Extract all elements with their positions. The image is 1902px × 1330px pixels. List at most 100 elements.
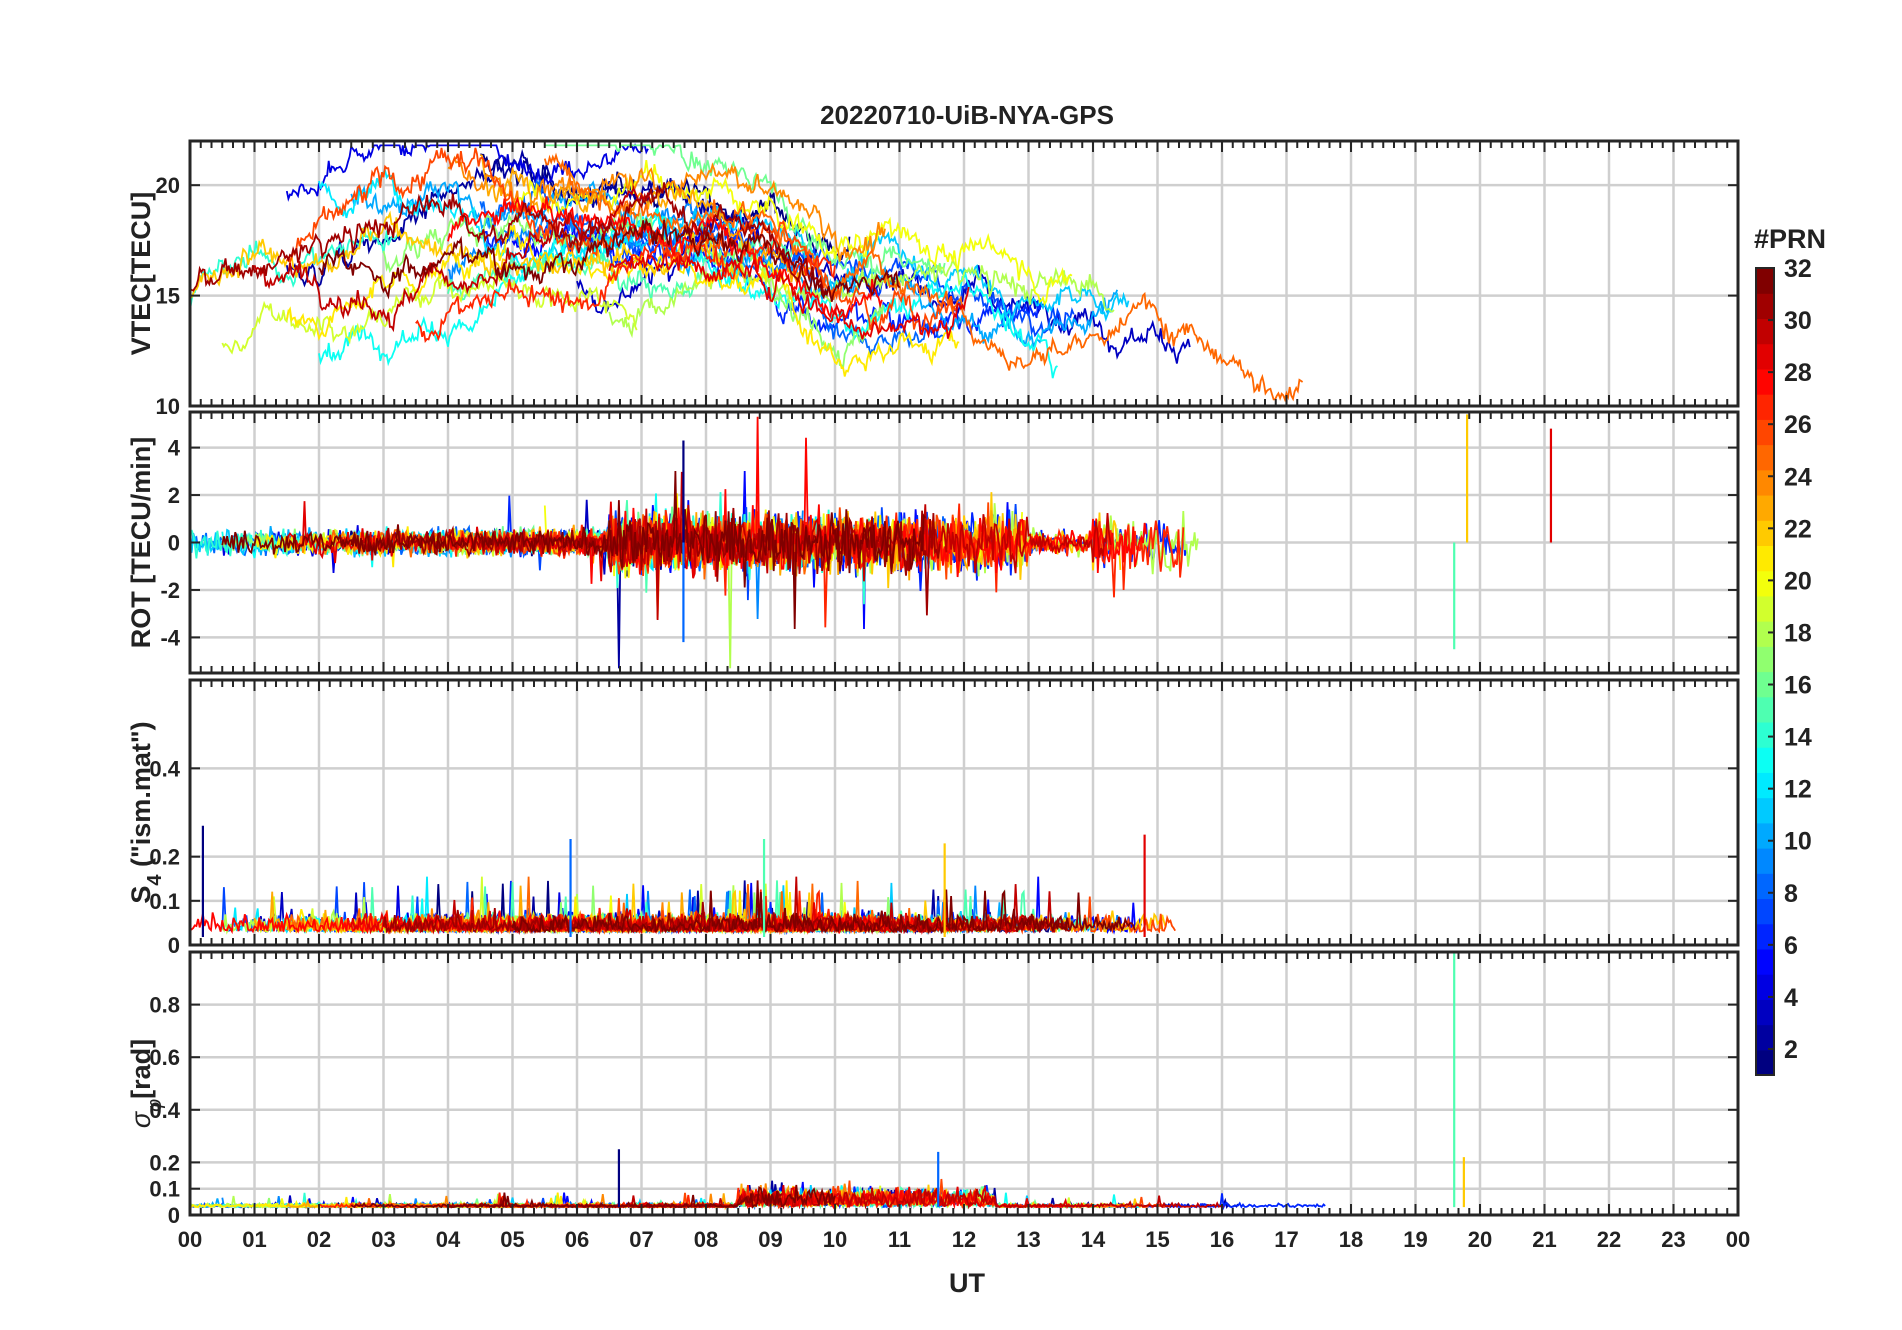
series-lines	[190, 1178, 1326, 1211]
y-tick-label: -4	[160, 625, 180, 650]
colorbar-segment	[1756, 545, 1774, 572]
series-line-prn-25	[543, 152, 1304, 403]
x-tick-label: 19	[1403, 1227, 1427, 1252]
x-ticks	[189, 680, 1739, 945]
colorbar-tick-label: 30	[1784, 307, 1812, 335]
y-tick-label: 0.4	[149, 756, 180, 781]
series-line-prn-28	[447, 196, 883, 324]
x-tick-label: 20	[1468, 1227, 1492, 1252]
y-tick-label: 10	[156, 394, 180, 419]
x-tick-label: 23	[1661, 1227, 1685, 1252]
colorbar-segment	[1756, 268, 1774, 294]
colorbar-tick-label: 6	[1784, 932, 1798, 960]
colorbar-segment	[1756, 721, 1774, 748]
series-line-prn-22	[190, 210, 746, 299]
y-tick-label: 0	[168, 1203, 180, 1228]
x-tick-label: 02	[307, 1227, 331, 1252]
series-line-prn-15	[447, 236, 814, 301]
colorbar-segment	[1756, 797, 1774, 824]
series-line-prn-32	[318, 217, 901, 302]
y-axis-label: VTEC[TECU]	[126, 192, 156, 356]
colorbar-segment	[1756, 1024, 1774, 1051]
colorbar-segment	[1756, 873, 1774, 900]
y-tick-label: 4	[168, 436, 181, 461]
colorbar-segment	[1756, 595, 1774, 622]
colorbar-segment	[1756, 772, 1774, 799]
colorbar-tick-label: 26	[1784, 411, 1812, 439]
colorbar-segment	[1756, 469, 1774, 496]
series-line-prn-32	[350, 1184, 836, 1209]
y-axis-label: S4 ("ism.mat")	[126, 721, 166, 903]
colorbar-segment	[1756, 419, 1774, 446]
series-lines	[190, 143, 1304, 403]
x-tick-label: 16	[1210, 1227, 1234, 1252]
colorbar-tick-label: 22	[1784, 515, 1812, 543]
x-tick-label: 08	[694, 1227, 718, 1252]
x-ticks	[189, 952, 1739, 1215]
y-tick-label: 20	[156, 173, 180, 198]
colorbar-tick-label: 14	[1784, 724, 1812, 752]
colorbar-segment	[1756, 646, 1774, 673]
colorbar-tick-label: 18	[1784, 619, 1812, 647]
colorbar-segment	[1756, 444, 1774, 471]
colorbar-segment	[1756, 520, 1774, 547]
colorbar-tick-label: 32	[1784, 255, 1812, 283]
y-tick-label: 0.2	[149, 1150, 180, 1175]
colorbar-segment	[1756, 318, 1774, 345]
x-tick-label: 04	[436, 1227, 461, 1252]
y-tick-label: 2	[168, 483, 180, 508]
series-line-prn-19	[221, 271, 638, 355]
svg-text:VTEC[TECU]: VTEC[TECU]	[126, 192, 156, 356]
y-tick-label: 0.1	[149, 889, 180, 914]
x-axis-label: UT	[949, 1268, 985, 1298]
svg-text:σφ[rad]: σφ[rad]	[126, 1039, 166, 1128]
colorbar-segment	[1756, 898, 1774, 925]
y-axis-label: σφ[rad]	[126, 1039, 166, 1128]
colorbar-segment	[1756, 621, 1774, 647]
x-tick-label: 09	[758, 1227, 782, 1252]
series-line-prn-31	[190, 182, 828, 296]
x-tick-labels: 00 01 02 03 04 05 06 07 08 09 10 11 12 13 14 15 16 17 18 19…	[178, 1227, 1750, 1252]
colorbar-segment	[1756, 1049, 1774, 1076]
colorbar-segment	[1756, 948, 1774, 975]
colorbar-segment	[1756, 974, 1774, 1000]
colorbar-tick-label: 24	[1784, 463, 1812, 491]
colorbar-segment	[1756, 999, 1774, 1026]
y-tick-label: 0.6	[149, 1045, 180, 1070]
series-line-prn-32	[221, 470, 927, 630]
colorbar-segment	[1756, 570, 1774, 597]
colorbar-tick-label: 8	[1784, 880, 1798, 908]
y-axis-label: ROT [TECU/min]	[126, 437, 156, 648]
x-tick-label: 14	[1081, 1227, 1106, 1252]
colorbar-label: #PRN	[1754, 224, 1826, 254]
x-tick-label: 17	[1274, 1227, 1298, 1252]
x-tick-label: 07	[629, 1227, 653, 1252]
x-tick-label: 13	[1016, 1227, 1040, 1252]
y-tick-label: -2	[160, 578, 180, 603]
x-tick-label: 22	[1597, 1227, 1621, 1252]
x-tick-label: 10	[823, 1227, 847, 1252]
colorbar-segment	[1756, 822, 1774, 849]
y-tick-label: 0.4	[149, 1098, 180, 1123]
series-line-prn-18	[608, 257, 1115, 339]
colorbar-tick-label: 12	[1784, 776, 1812, 804]
series-line-prn-4	[285, 143, 649, 202]
x-tick-label: 18	[1339, 1227, 1363, 1252]
x-ticks	[189, 412, 1739, 673]
panel-s4: 0 0.1 0.2 0.4S4 ("ism.mat")	[126, 678, 1740, 958]
colorbar-segment	[1756, 368, 1774, 395]
y-tick-label: 0.8	[149, 993, 180, 1018]
grid	[188, 680, 1740, 947]
panel-sigma_phi: 00.10.20.40.60.8σφ[rad]00 01 02 03 04 05 06 07 0…	[126, 950, 1750, 1252]
colorbar-segment	[1756, 394, 1774, 420]
x-ticks	[189, 141, 1739, 406]
x-tick-label: 15	[1145, 1227, 1169, 1252]
colorbar-segment	[1756, 696, 1774, 723]
svg-text:S4 ("ism.mat"): S4 ("ism.mat")	[126, 721, 166, 903]
colorbar-segment	[1756, 494, 1774, 521]
x-tick-label: 05	[500, 1227, 524, 1252]
colorbar-tick-label: 16	[1784, 672, 1812, 700]
